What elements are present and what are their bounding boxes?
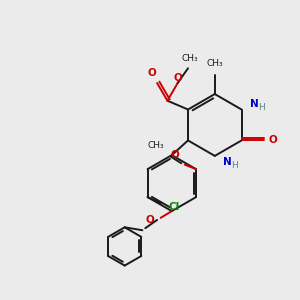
- Text: N: N: [250, 99, 259, 109]
- Text: O: O: [147, 68, 156, 78]
- Text: H: H: [258, 103, 265, 112]
- Text: N: N: [223, 158, 232, 167]
- Text: O: O: [146, 215, 154, 225]
- Text: CH₃: CH₃: [181, 54, 198, 63]
- Text: O: O: [170, 150, 179, 160]
- Text: H: H: [231, 161, 238, 170]
- Text: O: O: [173, 73, 182, 83]
- Text: Cl: Cl: [168, 202, 179, 212]
- Text: CH₃: CH₃: [206, 59, 223, 68]
- Text: CH₃: CH₃: [147, 141, 164, 150]
- Text: O: O: [269, 135, 278, 146]
